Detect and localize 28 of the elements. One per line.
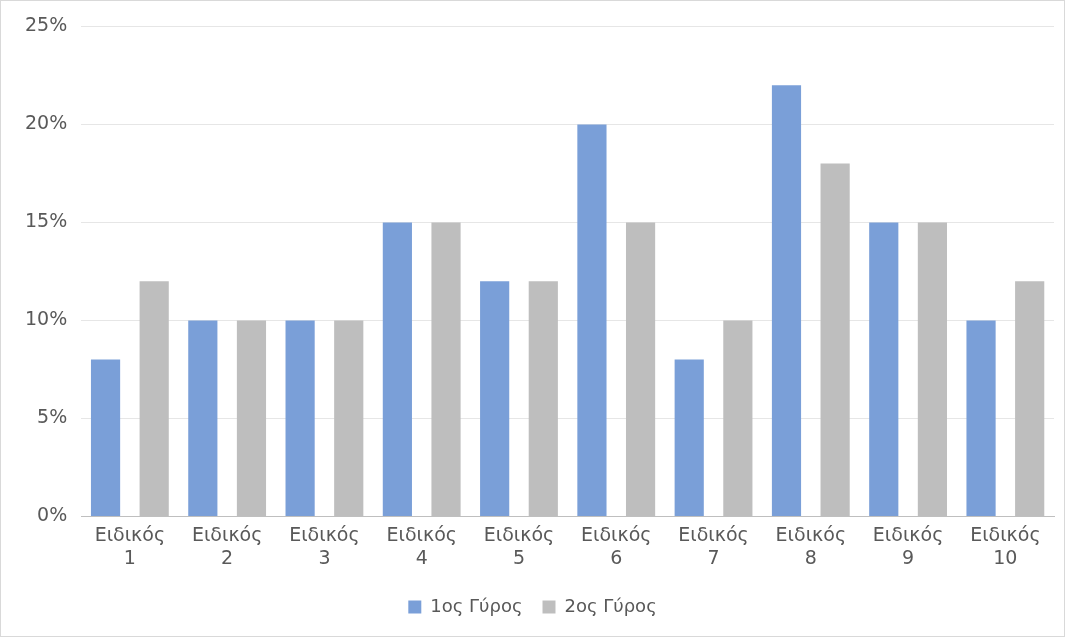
bar <box>771 85 802 516</box>
bar <box>869 222 899 516</box>
legend-label: 2ος Γύρος <box>564 594 657 616</box>
y-tick-label: 20% <box>25 111 68 134</box>
x-tick-label: Ειδικός 10 <box>970 522 1041 568</box>
y-tick-label: 10% <box>25 307 68 330</box>
x-tick-label: Ειδικός 3 <box>289 522 360 568</box>
y-tick-label: 15% <box>25 209 68 232</box>
legend-label: 1ος Γύρος <box>430 594 523 616</box>
bar <box>674 359 704 516</box>
bar <box>90 359 121 516</box>
y-tick-label: 0% <box>37 503 68 526</box>
x-tick-label: Ειδικός 2 <box>191 522 263 568</box>
bar <box>480 281 510 516</box>
x-tick-label: Ειδικός 6 <box>581 522 652 568</box>
x-tick-label: Ειδικός 7 <box>678 522 749 568</box>
bar <box>382 222 412 516</box>
bar <box>966 320 996 516</box>
bar <box>577 124 607 516</box>
x-tick-label: Ειδικός 8 <box>775 522 847 568</box>
x-tick-label: Ειδικός 4 <box>386 522 457 568</box>
x-tick-label: Ειδικός 5 <box>483 522 555 568</box>
x-tick-label: Ειδικός 1 <box>94 522 166 568</box>
x-tick-label: Ειδικός 9 <box>872 522 944 568</box>
y-tick-label: 25% <box>25 13 68 36</box>
bar <box>285 320 315 516</box>
bar <box>188 320 218 516</box>
y-tick-label: 5% <box>37 405 68 428</box>
